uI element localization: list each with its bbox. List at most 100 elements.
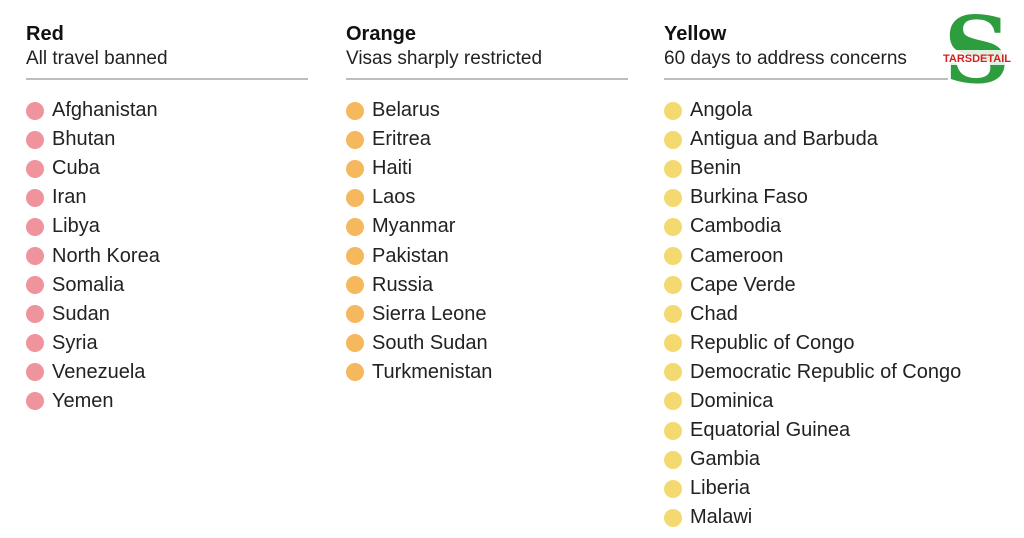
country-item: Dominica xyxy=(664,387,948,416)
category-orange: Orange Visas sharply restricted Belarus E… xyxy=(346,22,628,387)
country-item: Cameroon xyxy=(664,241,948,270)
orange-dot-icon xyxy=(346,101,364,120)
country-item: Russia xyxy=(346,271,628,300)
country-list: Belarus Eritrea Haiti Laos Myanmar Pakistan Ru… xyxy=(346,96,628,387)
country-item: Yemen xyxy=(26,387,308,416)
country-item: Gambia xyxy=(664,445,948,474)
country-item: Afghanistan xyxy=(26,96,308,125)
logo-band xyxy=(932,50,1022,65)
yellow-dot-icon xyxy=(664,217,682,236)
logo-text: TARSDETAIL xyxy=(943,53,1011,65)
country-name: Somalia xyxy=(52,273,125,296)
country-name: Sierra Leone xyxy=(372,302,487,325)
yellow-dot-icon xyxy=(664,276,682,295)
yellow-dot-icon xyxy=(664,363,682,382)
divider xyxy=(346,78,628,80)
country-item: Venezuela xyxy=(26,358,308,387)
country-item: Cambodia xyxy=(664,212,948,241)
red-dot-icon xyxy=(26,130,44,149)
category-subtitle: All travel banned xyxy=(26,48,168,69)
country-name: Democratic Republic of Congo xyxy=(690,360,962,383)
country-item: Democratic Republic of Congo xyxy=(664,358,961,387)
red-dot-icon xyxy=(26,188,44,207)
country-name: Angola xyxy=(690,99,753,122)
country-name: Gambia xyxy=(690,448,761,471)
country-name: Sudan xyxy=(52,302,110,325)
divider xyxy=(26,78,308,80)
category-title: Yellow xyxy=(664,23,727,45)
category-subtitle: 60 days to address concerns xyxy=(664,48,907,69)
country-name: Republic of Congo xyxy=(690,331,855,354)
country-item: Republic of Congo xyxy=(664,329,948,358)
country-item: Iran xyxy=(26,183,308,212)
country-name: North Korea xyxy=(52,244,160,267)
country-name: Cuba xyxy=(52,157,100,180)
country-name: Libya xyxy=(52,215,100,238)
country-item: Sudan xyxy=(26,300,308,329)
yellow-dot-icon xyxy=(664,305,682,324)
country-item: Antigua and Barbuda xyxy=(664,125,948,154)
country-name: Haiti xyxy=(372,157,413,180)
country-name: Dominica xyxy=(690,389,774,412)
category-title: Red xyxy=(26,23,64,45)
yellow-dot-icon xyxy=(664,247,682,266)
orange-dot-icon xyxy=(346,334,364,353)
country-item: Eritrea xyxy=(346,125,628,154)
country-name: Liberia xyxy=(690,477,751,500)
country-item: Pakistan xyxy=(346,241,628,270)
country-name: Cape Verde xyxy=(690,273,796,296)
country-name: Laos xyxy=(372,186,416,209)
country-item: North Korea xyxy=(26,241,308,270)
yellow-dot-icon xyxy=(664,130,682,149)
orange-dot-icon xyxy=(346,159,364,178)
orange-dot-icon xyxy=(346,217,364,236)
country-name: Bhutan xyxy=(52,128,116,151)
yellow-dot-icon xyxy=(664,508,682,527)
country-name: Afghanistan xyxy=(52,99,158,122)
s-logo-icon: S TARSDETAIL xyxy=(932,0,1022,104)
country-item: Cape Verde xyxy=(664,271,948,300)
country-name: South Sudan xyxy=(372,331,488,354)
country-name: Syria xyxy=(52,331,98,354)
country-item: Belarus xyxy=(346,96,628,125)
country-name: Russia xyxy=(372,273,434,296)
red-dot-icon xyxy=(26,276,44,295)
country-item: Haiti xyxy=(346,154,628,183)
yellow-dot-icon xyxy=(664,188,682,207)
country-name: Eritrea xyxy=(372,128,431,151)
country-item: Somalia xyxy=(26,271,308,300)
country-name: Antigua and Barbuda xyxy=(690,128,878,151)
country-name: Equatorial Guinea xyxy=(690,419,851,442)
country-name: Benin xyxy=(690,157,742,180)
red-dot-icon xyxy=(26,159,44,178)
divider xyxy=(664,78,948,80)
yellow-dot-icon xyxy=(664,392,682,411)
orange-dot-icon xyxy=(346,363,364,382)
yellow-dot-icon xyxy=(664,450,682,469)
country-name: Cambodia xyxy=(690,215,782,238)
country-item: Benin xyxy=(664,154,948,183)
country-name: Pakistan xyxy=(372,244,449,267)
orange-dot-icon xyxy=(346,305,364,324)
red-dot-icon xyxy=(26,101,44,120)
country-item: Equatorial Guinea xyxy=(664,416,948,445)
yellow-dot-icon xyxy=(664,334,682,353)
country-name: Turkmenistan xyxy=(372,360,493,383)
country-name: Burkina Faso xyxy=(690,186,808,209)
yellow-dot-icon xyxy=(664,479,682,498)
country-name: Belarus xyxy=(372,99,440,122)
country-name: Yemen xyxy=(52,389,114,412)
country-item: Angola xyxy=(664,96,948,125)
yellow-dot-icon xyxy=(664,421,682,440)
country-item: Turkmenistan xyxy=(346,358,628,387)
country-name: Venezuela xyxy=(52,360,146,383)
country-name: Malawi xyxy=(690,506,753,529)
country-name: Chad xyxy=(690,302,738,325)
red-dot-icon xyxy=(26,392,44,411)
country-item: South Sudan xyxy=(346,329,628,358)
country-item: Laos xyxy=(346,183,628,212)
country-item: Myanmar xyxy=(346,212,628,241)
country-name: Cameroon xyxy=(690,244,784,267)
country-name: Iran xyxy=(52,186,87,209)
country-list: Angola Antigua and Barbuda Benin Burkina Fa… xyxy=(664,96,961,532)
